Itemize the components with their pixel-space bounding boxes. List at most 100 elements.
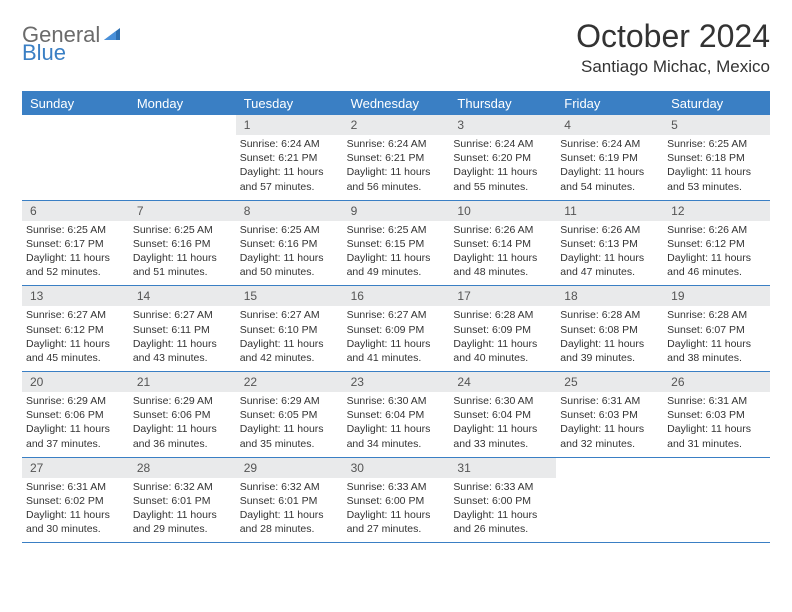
day-number: 25 — [556, 372, 663, 392]
day-cell: 17Sunrise: 6:28 AMSunset: 6:09 PMDayligh… — [449, 286, 556, 371]
day-number: 16 — [343, 286, 450, 306]
day-number: 7 — [129, 201, 236, 221]
day-number: 30 — [343, 458, 450, 478]
week-row: 20Sunrise: 6:29 AMSunset: 6:06 PMDayligh… — [22, 372, 770, 458]
day-info: Sunrise: 6:24 AMSunset: 6:20 PMDaylight:… — [449, 137, 556, 194]
empty-cell — [22, 115, 129, 200]
day-header-row: SundayMondayTuesdayWednesdayThursdayFrid… — [22, 92, 770, 115]
day-info: Sunrise: 6:32 AMSunset: 6:01 PMDaylight:… — [236, 480, 343, 537]
day-cell: 4Sunrise: 6:24 AMSunset: 6:19 PMDaylight… — [556, 115, 663, 200]
day-cell: 25Sunrise: 6:31 AMSunset: 6:03 PMDayligh… — [556, 372, 663, 457]
day-number: 21 — [129, 372, 236, 392]
day-info: Sunrise: 6:25 AMSunset: 6:16 PMDaylight:… — [129, 223, 236, 280]
day-cell: 3Sunrise: 6:24 AMSunset: 6:20 PMDaylight… — [449, 115, 556, 200]
day-cell: 18Sunrise: 6:28 AMSunset: 6:08 PMDayligh… — [556, 286, 663, 371]
day-info: Sunrise: 6:30 AMSunset: 6:04 PMDaylight:… — [449, 394, 556, 451]
day-number: 31 — [449, 458, 556, 478]
day-number: 5 — [663, 115, 770, 135]
empty-cell — [556, 458, 663, 543]
day-number: 8 — [236, 201, 343, 221]
day-number: 27 — [22, 458, 129, 478]
day-info: Sunrise: 6:29 AMSunset: 6:06 PMDaylight:… — [22, 394, 129, 451]
day-number: 10 — [449, 201, 556, 221]
day-number: 26 — [663, 372, 770, 392]
day-number: 6 — [22, 201, 129, 221]
day-cell: 19Sunrise: 6:28 AMSunset: 6:07 PMDayligh… — [663, 286, 770, 371]
header: GeneralBlue October 2024 Santiago Michac… — [22, 18, 770, 77]
empty-cell — [663, 458, 770, 543]
day-info: Sunrise: 6:33 AMSunset: 6:00 PMDaylight:… — [343, 480, 450, 537]
day-info: Sunrise: 6:31 AMSunset: 6:02 PMDaylight:… — [22, 480, 129, 537]
day-number: 1 — [236, 115, 343, 135]
day-cell: 9Sunrise: 6:25 AMSunset: 6:15 PMDaylight… — [343, 201, 450, 286]
day-info: Sunrise: 6:30 AMSunset: 6:04 PMDaylight:… — [343, 394, 450, 451]
day-cell: 11Sunrise: 6:26 AMSunset: 6:13 PMDayligh… — [556, 201, 663, 286]
day-info: Sunrise: 6:25 AMSunset: 6:16 PMDaylight:… — [236, 223, 343, 280]
day-cell: 12Sunrise: 6:26 AMSunset: 6:12 PMDayligh… — [663, 201, 770, 286]
day-cell: 5Sunrise: 6:25 AMSunset: 6:18 PMDaylight… — [663, 115, 770, 200]
day-header-thursday: Thursday — [449, 92, 556, 115]
day-cell: 2Sunrise: 6:24 AMSunset: 6:21 PMDaylight… — [343, 115, 450, 200]
day-info: Sunrise: 6:26 AMSunset: 6:13 PMDaylight:… — [556, 223, 663, 280]
day-cell: 15Sunrise: 6:27 AMSunset: 6:10 PMDayligh… — [236, 286, 343, 371]
day-cell: 16Sunrise: 6:27 AMSunset: 6:09 PMDayligh… — [343, 286, 450, 371]
day-cell: 7Sunrise: 6:25 AMSunset: 6:16 PMDaylight… — [129, 201, 236, 286]
day-info: Sunrise: 6:27 AMSunset: 6:10 PMDaylight:… — [236, 308, 343, 365]
day-number: 28 — [129, 458, 236, 478]
day-info: Sunrise: 6:25 AMSunset: 6:18 PMDaylight:… — [663, 137, 770, 194]
week-row: 6Sunrise: 6:25 AMSunset: 6:17 PMDaylight… — [22, 201, 770, 287]
day-cell: 23Sunrise: 6:30 AMSunset: 6:04 PMDayligh… — [343, 372, 450, 457]
day-info: Sunrise: 6:32 AMSunset: 6:01 PMDaylight:… — [129, 480, 236, 537]
day-number: 4 — [556, 115, 663, 135]
day-number: 2 — [343, 115, 450, 135]
day-cell: 14Sunrise: 6:27 AMSunset: 6:11 PMDayligh… — [129, 286, 236, 371]
day-number: 24 — [449, 372, 556, 392]
week-row: 1Sunrise: 6:24 AMSunset: 6:21 PMDaylight… — [22, 115, 770, 201]
day-header-tuesday: Tuesday — [236, 92, 343, 115]
title-block: October 2024 Santiago Michac, Mexico — [576, 18, 770, 77]
day-number: 13 — [22, 286, 129, 306]
day-info: Sunrise: 6:24 AMSunset: 6:21 PMDaylight:… — [236, 137, 343, 194]
day-number: 14 — [129, 286, 236, 306]
day-number: 11 — [556, 201, 663, 221]
day-cell: 6Sunrise: 6:25 AMSunset: 6:17 PMDaylight… — [22, 201, 129, 286]
day-info: Sunrise: 6:24 AMSunset: 6:21 PMDaylight:… — [343, 137, 450, 194]
day-cell: 13Sunrise: 6:27 AMSunset: 6:12 PMDayligh… — [22, 286, 129, 371]
empty-cell — [129, 115, 236, 200]
day-info: Sunrise: 6:24 AMSunset: 6:19 PMDaylight:… — [556, 137, 663, 194]
day-number: 9 — [343, 201, 450, 221]
day-cell: 8Sunrise: 6:25 AMSunset: 6:16 PMDaylight… — [236, 201, 343, 286]
day-info: Sunrise: 6:28 AMSunset: 6:08 PMDaylight:… — [556, 308, 663, 365]
day-info: Sunrise: 6:28 AMSunset: 6:07 PMDaylight:… — [663, 308, 770, 365]
day-cell: 22Sunrise: 6:29 AMSunset: 6:05 PMDayligh… — [236, 372, 343, 457]
day-info: Sunrise: 6:25 AMSunset: 6:15 PMDaylight:… — [343, 223, 450, 280]
week-row: 13Sunrise: 6:27 AMSunset: 6:12 PMDayligh… — [22, 286, 770, 372]
location-text: Santiago Michac, Mexico — [576, 57, 770, 77]
day-header-monday: Monday — [129, 92, 236, 115]
day-cell: 10Sunrise: 6:26 AMSunset: 6:14 PMDayligh… — [449, 201, 556, 286]
day-number: 15 — [236, 286, 343, 306]
day-info: Sunrise: 6:27 AMSunset: 6:12 PMDaylight:… — [22, 308, 129, 365]
day-number: 3 — [449, 115, 556, 135]
day-number: 22 — [236, 372, 343, 392]
logo-text-blue: Blue — [22, 42, 122, 64]
day-cell: 1Sunrise: 6:24 AMSunset: 6:21 PMDaylight… — [236, 115, 343, 200]
day-cell: 28Sunrise: 6:32 AMSunset: 6:01 PMDayligh… — [129, 458, 236, 543]
calendar: SundayMondayTuesdayWednesdayThursdayFrid… — [22, 91, 770, 543]
logo: GeneralBlue — [22, 18, 122, 64]
day-header-sunday: Sunday — [22, 92, 129, 115]
day-cell: 29Sunrise: 6:32 AMSunset: 6:01 PMDayligh… — [236, 458, 343, 543]
day-header-friday: Friday — [556, 92, 663, 115]
day-number: 29 — [236, 458, 343, 478]
day-cell: 20Sunrise: 6:29 AMSunset: 6:06 PMDayligh… — [22, 372, 129, 457]
day-info: Sunrise: 6:28 AMSunset: 6:09 PMDaylight:… — [449, 308, 556, 365]
page-title: October 2024 — [576, 18, 770, 55]
day-header-wednesday: Wednesday — [343, 92, 450, 115]
day-info: Sunrise: 6:31 AMSunset: 6:03 PMDaylight:… — [663, 394, 770, 451]
day-number: 19 — [663, 286, 770, 306]
day-info: Sunrise: 6:26 AMSunset: 6:12 PMDaylight:… — [663, 223, 770, 280]
day-header-saturday: Saturday — [663, 92, 770, 115]
week-row: 27Sunrise: 6:31 AMSunset: 6:02 PMDayligh… — [22, 458, 770, 544]
day-info: Sunrise: 6:33 AMSunset: 6:00 PMDaylight:… — [449, 480, 556, 537]
day-number: 18 — [556, 286, 663, 306]
